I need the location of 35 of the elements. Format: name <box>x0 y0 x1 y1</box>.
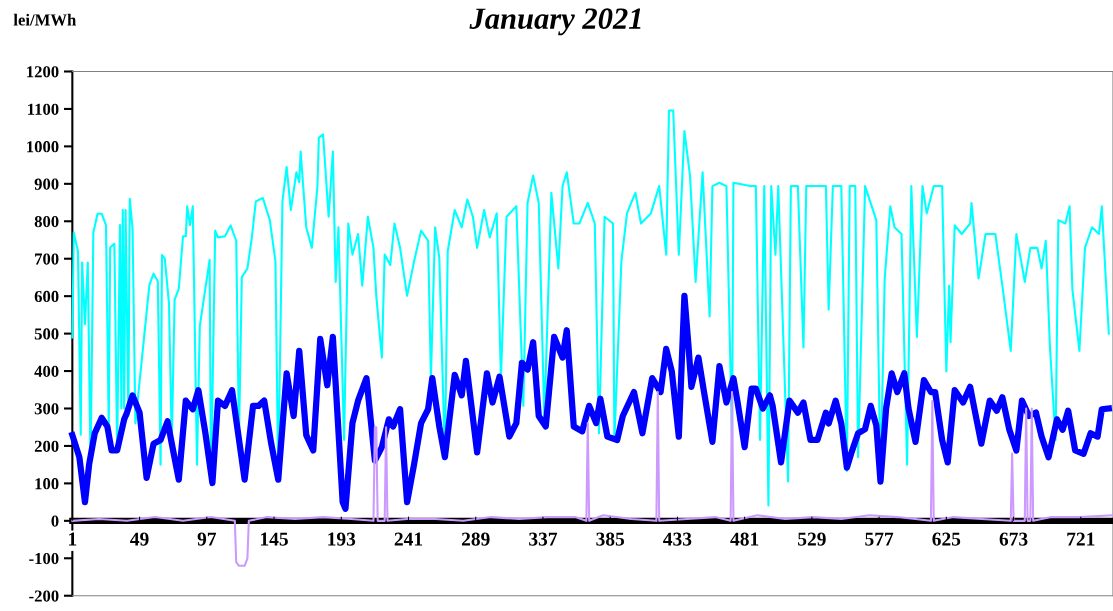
y-tick-label: 1100 <box>28 103 59 115</box>
x-tick-label: 577 <box>865 532 894 546</box>
y-tick-label: -100 <box>29 552 59 565</box>
y-tick-label: 200 <box>34 440 59 452</box>
x-tick-label: 529 <box>798 532 826 546</box>
line-series <box>71 390 1113 567</box>
x-tick-label: 385 <box>596 532 625 546</box>
y-axis-title: lei/MWh <box>13 13 77 26</box>
y-tick-label: 700 <box>35 253 59 265</box>
y-tick-label: 600 <box>34 290 59 303</box>
y-tick-label: -200 <box>29 590 59 602</box>
x-tick-label: 49 <box>130 532 149 546</box>
x-tick-label: 433 <box>663 532 692 546</box>
y-tick-label: 500 <box>34 328 59 340</box>
x-tick-label: 1 <box>69 532 77 546</box>
x-tick-label: 673 <box>999 532 1028 546</box>
x-tick-label: 337 <box>529 532 558 546</box>
y-tick-label: 1200 <box>27 66 59 78</box>
chart-title: January 2021 <box>469 8 641 36</box>
x-tick-label: 289 <box>461 532 490 546</box>
y-tick-label: 900 <box>34 178 59 190</box>
line-series <box>71 109 1110 507</box>
x-tick-label: 97 <box>197 532 217 546</box>
y-tick-label: 800 <box>34 215 59 228</box>
y-tick-label: 400 <box>34 365 59 377</box>
x-tick-label: 481 <box>730 532 759 546</box>
x-tick-label: 241 <box>394 532 423 546</box>
y-tick-label: 0 <box>51 515 59 527</box>
y-tick-label: 1000 <box>27 141 59 153</box>
x-tick-label: 145 <box>261 532 288 546</box>
y-tick-label: 100 <box>35 478 59 490</box>
x-tick-label: 193 <box>328 532 356 546</box>
x-tick-label: 721 <box>1067 532 1095 546</box>
y-tick-label: 300 <box>34 403 59 415</box>
x-tick-label: 625 <box>932 532 961 546</box>
